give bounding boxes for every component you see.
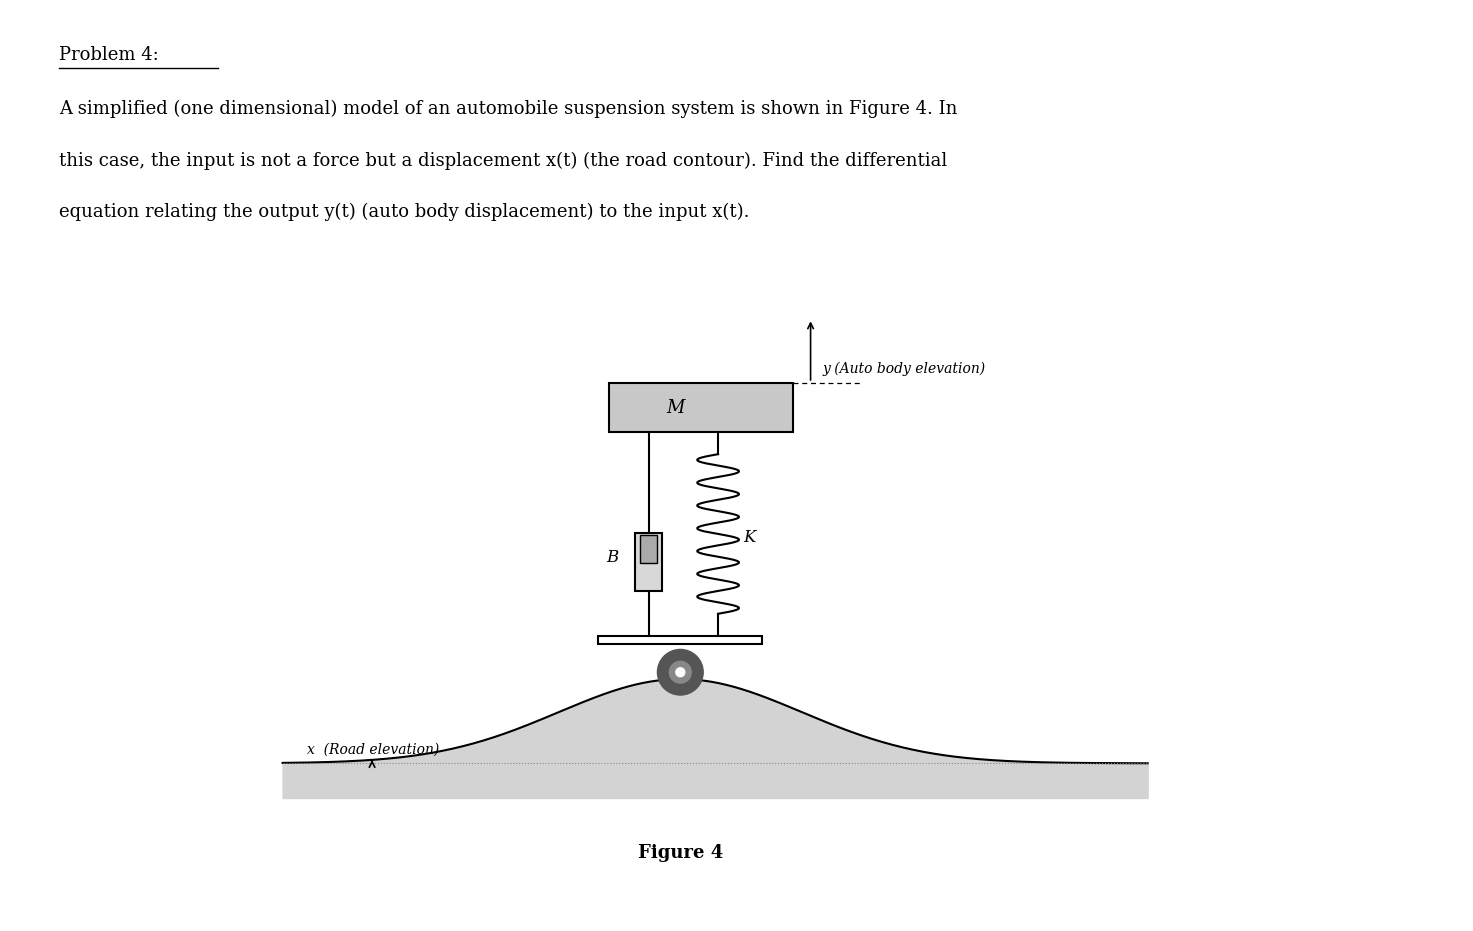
Circle shape bbox=[676, 668, 685, 677]
Bar bbox=[608, 383, 792, 432]
Text: Problem 4:: Problem 4: bbox=[59, 46, 159, 63]
Text: y (Auto body elevation): y (Auto body elevation) bbox=[822, 361, 985, 376]
Text: Figure 4: Figure 4 bbox=[638, 843, 723, 861]
Text: A simplified (one dimensional) model of an automobile suspension system is shown: A simplified (one dimensional) model of … bbox=[59, 100, 957, 118]
Text: B: B bbox=[607, 549, 619, 566]
Text: M: M bbox=[666, 398, 685, 417]
Bar bbox=[635, 533, 661, 591]
Bar bbox=[641, 535, 657, 563]
Text: K: K bbox=[742, 529, 756, 546]
Text: x  (Road elevation): x (Road elevation) bbox=[308, 742, 440, 756]
Text: this case, the input is not a force but a displacement x(t) (the road contour). : this case, the input is not a force but … bbox=[59, 152, 947, 169]
Circle shape bbox=[657, 650, 703, 695]
Text: equation relating the output y(t) (auto body displacement) to the input x(t).: equation relating the output y(t) (auto … bbox=[59, 203, 750, 222]
Circle shape bbox=[669, 661, 691, 683]
Bar bbox=[598, 636, 763, 644]
